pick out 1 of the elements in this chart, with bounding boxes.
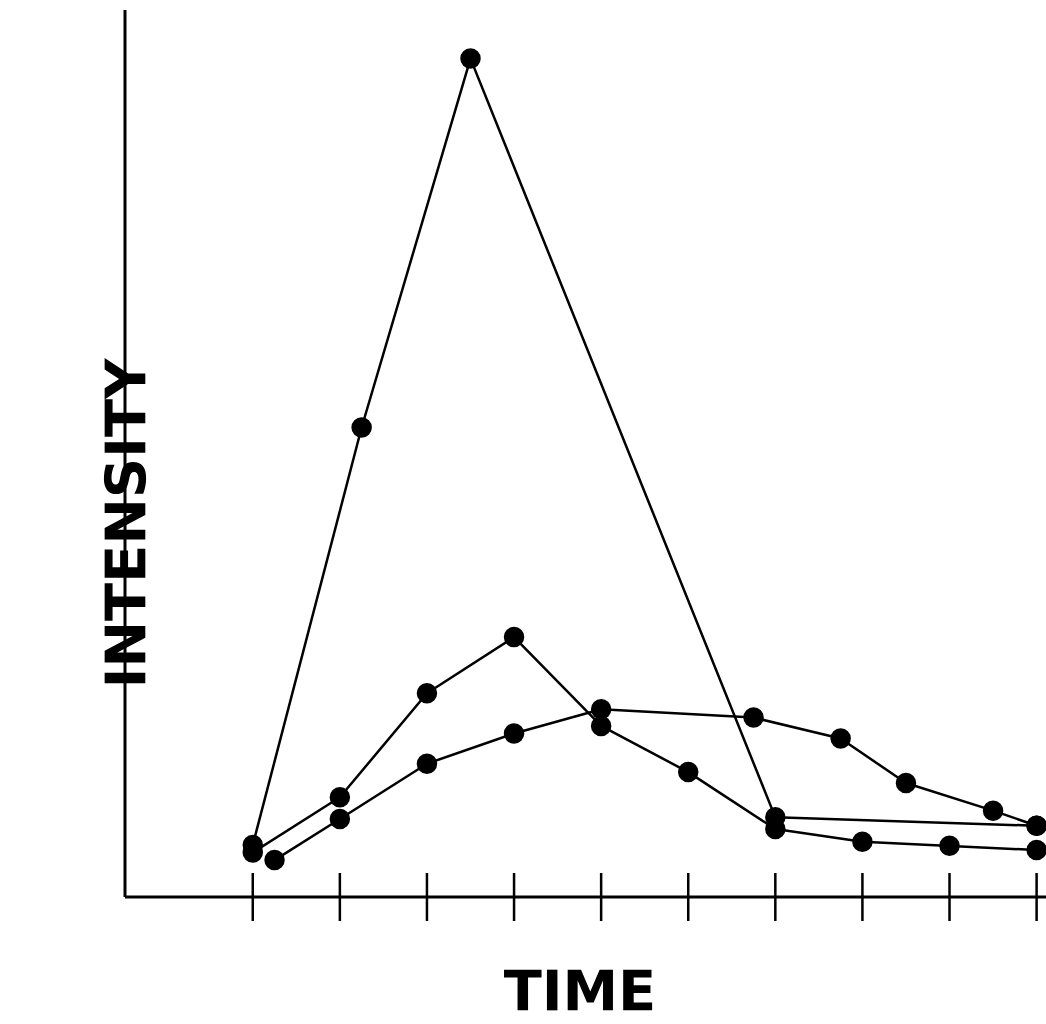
x-axis-title: TIME	[504, 969, 653, 1011]
